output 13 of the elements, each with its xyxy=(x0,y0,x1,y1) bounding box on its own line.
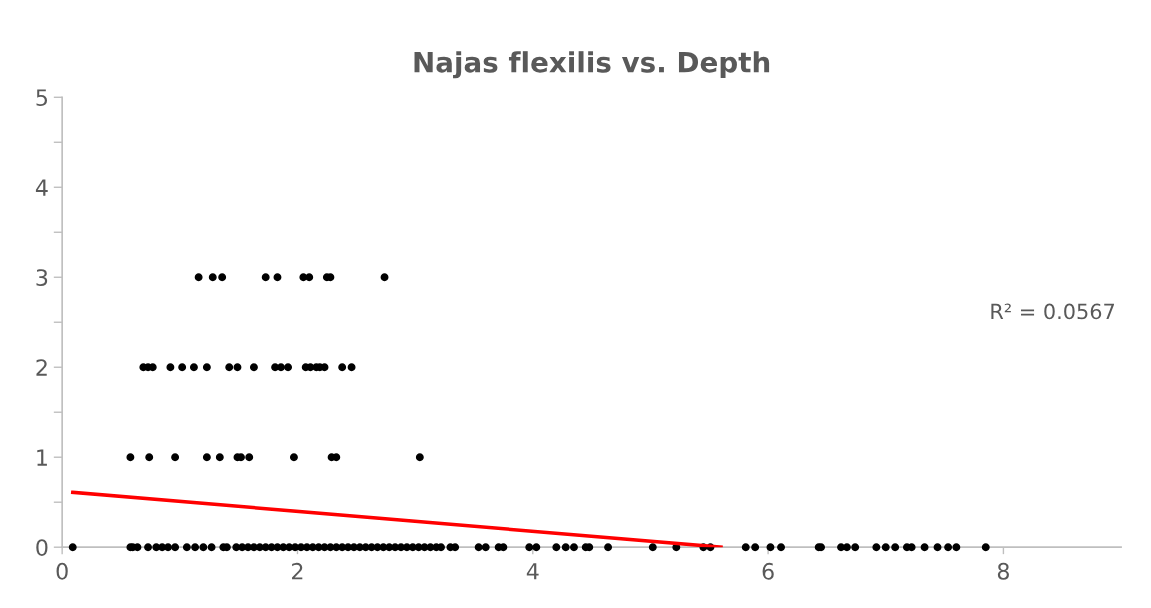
x-tick-label: 8 xyxy=(997,562,1009,580)
x-tick-label: 4 xyxy=(526,563,539,580)
x-tick-label: 6 xyxy=(762,562,774,580)
y-tick-label: 4 xyxy=(35,179,48,196)
y-tick-label: 2 xyxy=(36,359,47,376)
x-tick-label: 2 xyxy=(292,562,303,580)
y-tick-label: 3 xyxy=(36,269,48,287)
y-tick-label: 0 xyxy=(36,539,48,556)
x-tick-label: 0 xyxy=(56,562,68,580)
chart-title: Najas flexilis vs. Depth xyxy=(414,51,770,79)
y-tick-label: 1 xyxy=(37,449,47,466)
y-tick-label: 5 xyxy=(36,89,48,107)
annotation: R² = 0.0567 xyxy=(991,303,1114,320)
